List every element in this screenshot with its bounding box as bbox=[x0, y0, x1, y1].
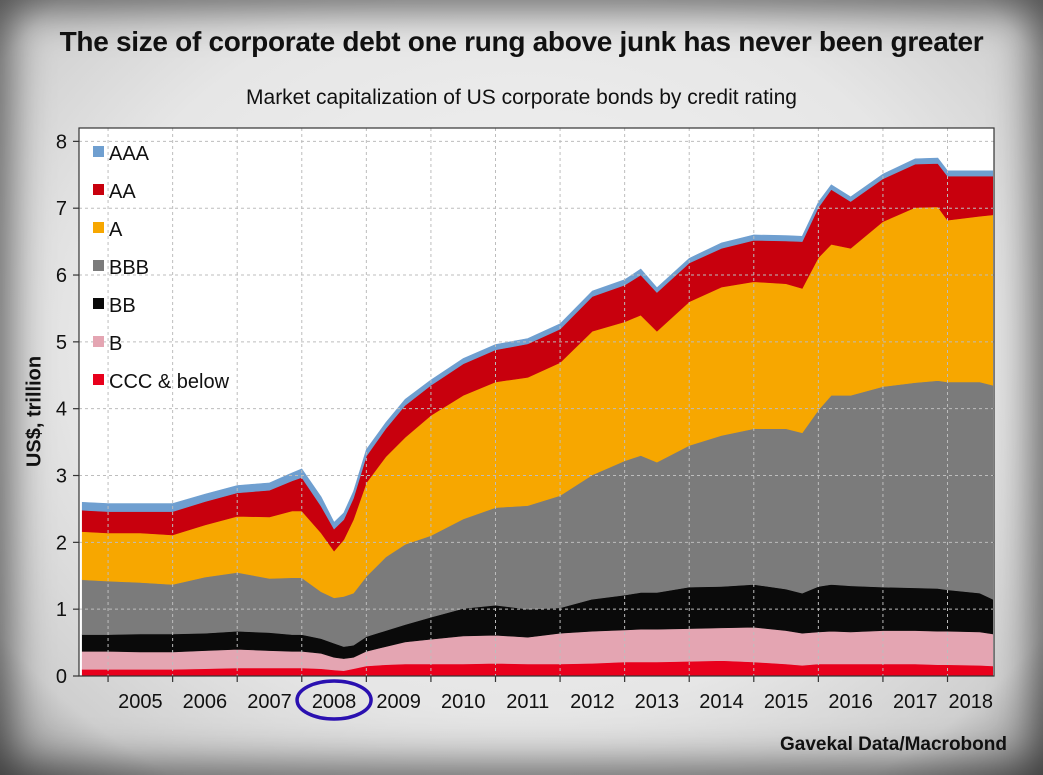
y-tick-label: 1 bbox=[56, 599, 67, 621]
x-tick-label-2005: 2005 bbox=[118, 691, 163, 713]
legend-label: B bbox=[109, 333, 122, 355]
legend-label: A bbox=[109, 219, 123, 241]
x-tick-label-2014: 2014 bbox=[699, 691, 744, 713]
legend-swatch bbox=[93, 146, 104, 157]
x-tick-label-2008: 2008 bbox=[312, 691, 357, 713]
x-tick-label-2018: 2018 bbox=[949, 691, 994, 713]
y-tick-label: 4 bbox=[56, 399, 67, 421]
legend-swatch bbox=[93, 336, 104, 347]
legend-swatch bbox=[93, 184, 104, 195]
area-aaa bbox=[81, 157, 994, 530]
x-axis: 2005 2006 2007 2008 2009 2010 2011 2012 2013 2014… bbox=[107, 676, 994, 713]
plot-border bbox=[78, 127, 995, 677]
legend-swatch bbox=[93, 374, 104, 385]
grid-lines bbox=[79, 128, 994, 676]
legend-label: AAA bbox=[109, 143, 150, 165]
x-tick-label-2015: 2015 bbox=[764, 691, 809, 713]
y-tick-label: 8 bbox=[56, 131, 67, 153]
y-axis: 0 1 2 3 4 5 6 7 8 bbox=[56, 131, 79, 688]
x-tick-label-2007: 2007 bbox=[247, 691, 292, 713]
highlight-circle bbox=[295, 679, 373, 721]
x-tick-label-2013: 2013 bbox=[635, 691, 680, 713]
legend-swatch bbox=[93, 298, 104, 309]
y-tick-label: 0 bbox=[56, 666, 67, 688]
y-tick-label: 2 bbox=[56, 532, 67, 554]
legend-swatch bbox=[93, 260, 104, 271]
y-tick-label: 3 bbox=[56, 466, 67, 488]
x-tick-label-2010: 2010 bbox=[441, 691, 486, 713]
x-tick-label-2017: 2017 bbox=[893, 691, 938, 713]
legend-label: BB bbox=[109, 295, 136, 317]
x-tick-label-2012: 2012 bbox=[570, 691, 615, 713]
area-layers bbox=[81, 157, 994, 677]
legend-swatch bbox=[93, 222, 104, 233]
x-tick-label-2016: 2016 bbox=[828, 691, 873, 713]
x-tick-label-2011: 2011 bbox=[506, 691, 549, 713]
chart-subtitle: Market capitalization of US corporate bo… bbox=[246, 86, 797, 109]
x-tick-label-2006: 2006 bbox=[183, 691, 228, 713]
y-tick-label: 6 bbox=[56, 265, 67, 287]
source-credit: Gavekal Data/Macrobond bbox=[779, 734, 1007, 755]
y-tick-label: 7 bbox=[56, 198, 67, 220]
legend-label: CCC & below bbox=[109, 371, 230, 393]
y-tick-label: 5 bbox=[56, 332, 67, 354]
x-tick-label-2009: 2009 bbox=[376, 691, 421, 713]
chart-title: The size of corporate debt one rung abov… bbox=[59, 26, 984, 57]
legend-label: AA bbox=[109, 181, 136, 203]
legend-label: BBB bbox=[109, 257, 149, 279]
